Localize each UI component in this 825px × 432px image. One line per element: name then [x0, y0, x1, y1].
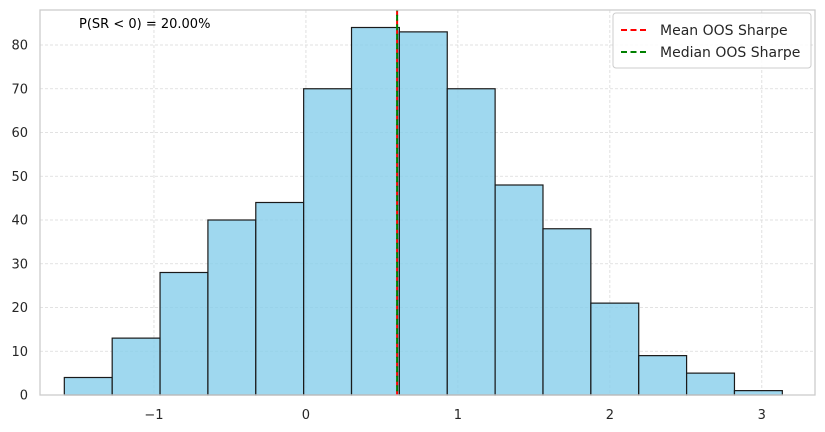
histogram-bar-9 — [494, 184, 544, 396]
x-tick-label-3: 2 — [606, 408, 614, 423]
histogram-bar-6 — [350, 26, 400, 396]
histogram-bar-7 — [398, 31, 448, 396]
y-tick-label-0: 0 — [20, 389, 28, 404]
histogram-bar-2 — [159, 271, 209, 396]
y-tick-label-3: 30 — [11, 257, 28, 272]
legend-median-label: Median OOS Sharpe — [660, 45, 800, 61]
histogram-bars — [63, 26, 783, 396]
y-tick-label-7: 70 — [11, 82, 28, 97]
y-tick-label-1: 10 — [11, 345, 28, 360]
y-tick-label-2: 20 — [11, 301, 28, 316]
y-tick-label-6: 60 — [11, 126, 28, 141]
probability-annotation: P(SR < 0) = 20.00% — [79, 17, 210, 32]
histogram-bar-12 — [638, 355, 688, 396]
x-tick-label-0: −1 — [144, 408, 163, 423]
legend-box — [612, 12, 812, 69]
plot-frame — [39, 9, 816, 396]
histogram-bar-10 — [542, 228, 592, 396]
legend-mean-label: Mean OOS Sharpe — [660, 23, 788, 39]
x-axis-ticks: −1 0 1 2 3 — [144, 408, 766, 423]
histogram-bar-11 — [590, 302, 640, 396]
histogram-bar-5 — [303, 88, 353, 396]
x-tick-label-1: 0 — [302, 408, 310, 423]
legend: Mean OOS Sharpe Median OOS Sharpe — [612, 12, 812, 69]
histogram-bar-4 — [255, 201, 305, 396]
histogram-bar-3 — [207, 219, 257, 396]
y-tick-label-4: 40 — [11, 214, 28, 229]
histogram-bar-0 — [63, 376, 113, 396]
y-tick-label-5: 50 — [11, 170, 28, 185]
histogram-bar-8 — [446, 88, 496, 396]
x-tick-label-2: 1 — [454, 408, 462, 423]
histogram-bar-14 — [733, 390, 783, 396]
histogram-bar-13 — [685, 372, 736, 396]
y-axis-ticks: 0 10 20 30 40 50 60 70 80 — [11, 39, 28, 404]
y-tick-label-8: 80 — [11, 39, 28, 54]
histogram-bar-1 — [111, 337, 161, 396]
x-tick-label-4: 3 — [758, 408, 766, 423]
